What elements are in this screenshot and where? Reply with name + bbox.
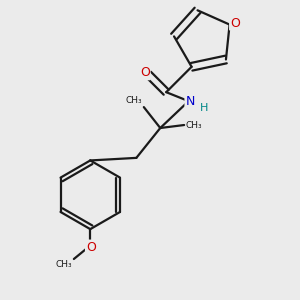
Text: N: N [185, 95, 195, 108]
Text: O: O [230, 16, 240, 30]
Text: CH₃: CH₃ [56, 260, 72, 269]
Text: H: H [200, 103, 208, 113]
Text: CH₃: CH₃ [126, 96, 142, 105]
Text: O: O [140, 66, 150, 79]
Text: O: O [86, 241, 96, 254]
Text: CH₃: CH₃ [186, 121, 202, 130]
